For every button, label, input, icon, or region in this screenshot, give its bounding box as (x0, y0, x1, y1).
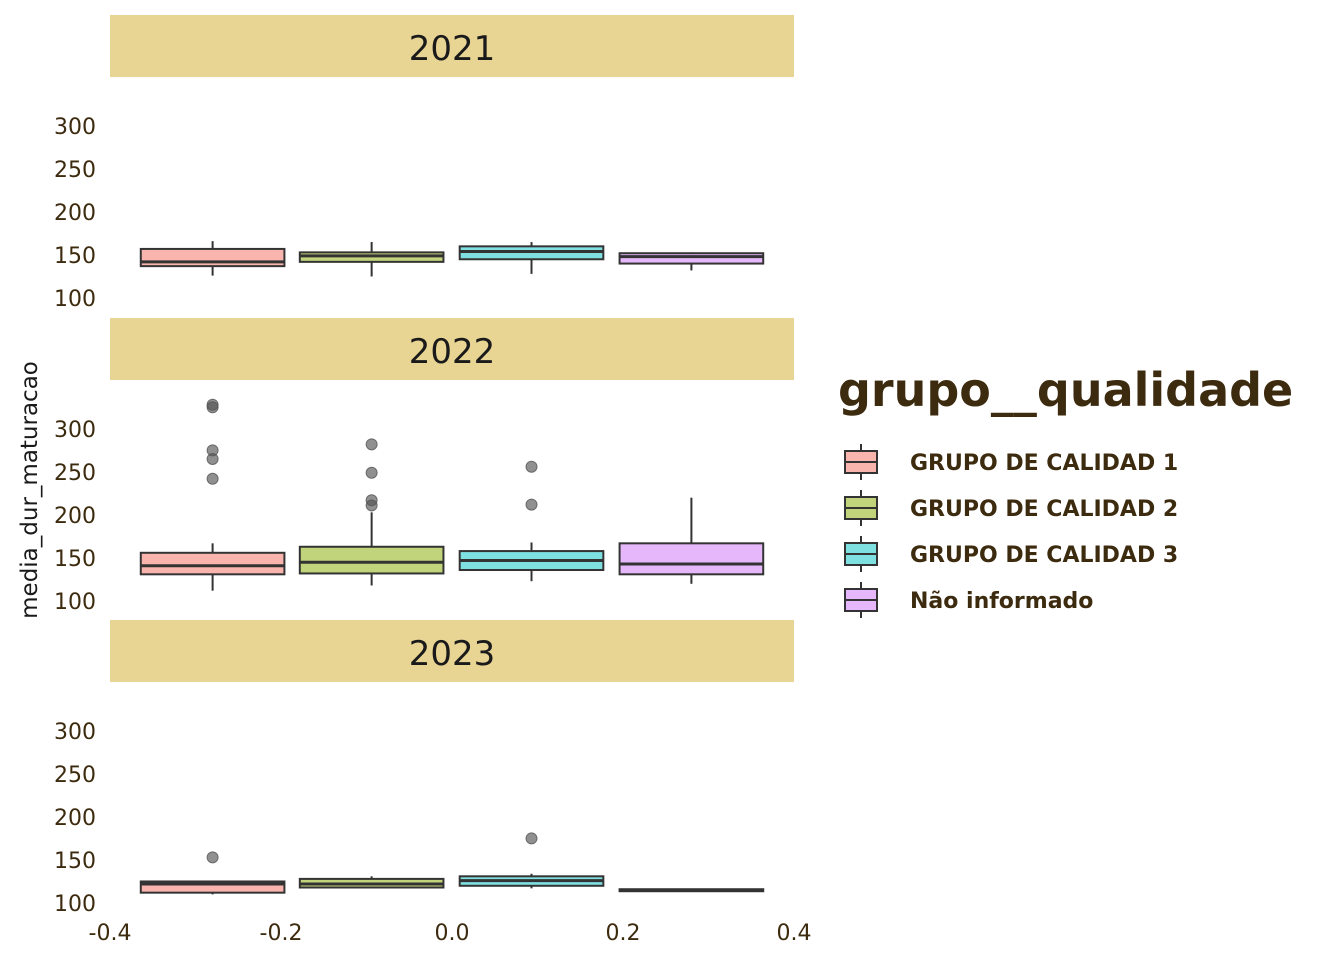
legend-label: Não informado (910, 589, 1093, 614)
outlier-point (206, 444, 219, 457)
outlier-point (525, 498, 538, 511)
outlier-point (525, 832, 538, 845)
box-não-informado (618, 497, 765, 584)
y-tick-label: 200 (54, 201, 96, 226)
x-tick-label: -0.2 (260, 921, 303, 946)
facet-strip-label: 2023 (409, 634, 496, 674)
outlier-point (206, 851, 219, 864)
legend: grupo__qualidade GRUPO DE CALIDAD 1GRUPO… (838, 363, 1293, 618)
outlier-point (525, 460, 538, 473)
legend-item: GRUPO DE CALIDAD 1 (844, 444, 1178, 480)
y-tick-label: 100 (54, 287, 96, 312)
y-tick-label: 300 (54, 720, 96, 745)
y-tick-label: 250 (54, 763, 96, 788)
facet-panels: 2021100150200250300202210015020025030020… (54, 15, 794, 917)
box-body (139, 247, 286, 268)
x-axis: -0.4 -0.2 0.0 0.2 0.4 (89, 921, 812, 946)
legend-title: grupo__qualidade (838, 363, 1293, 417)
box-grupo-de-calidad-1 (139, 851, 286, 895)
legend-label: GRUPO DE CALIDAD 1 (910, 451, 1178, 476)
facet-strip-label: 2022 (409, 332, 496, 372)
y-tick-label: 200 (54, 806, 96, 831)
y-tick-label: 150 (54, 849, 96, 874)
y-tick-label: 300 (54, 115, 96, 140)
x-tick-label: 0.2 (606, 921, 641, 946)
box-grupo-de-calidad-3 (458, 242, 605, 274)
legend-label: GRUPO DE CALIDAD 2 (910, 497, 1178, 522)
x-tick-label: -0.4 (89, 921, 132, 946)
outlier-point (206, 472, 219, 485)
outlier-point (365, 494, 378, 507)
box-grupo-de-calidad-2 (298, 438, 445, 586)
box-grupo-de-calidad-3 (458, 832, 605, 889)
box-body (298, 545, 445, 575)
facet-strip (110, 620, 794, 682)
box-body (618, 542, 765, 576)
box-grupo-de-calidad-2 (298, 876, 445, 889)
facet-panel-2022: 2022 100 150 200 250 300 (54, 318, 794, 615)
facet-panel-2021: 2021 100 150 200 250 300 (54, 15, 794, 312)
y-tick-label: 100 (54, 590, 96, 615)
y-tick-label: 100 (54, 892, 96, 917)
legend-item: GRUPO DE CALIDAD 3 (844, 536, 1178, 572)
facet-strip (110, 15, 794, 77)
box-body (139, 880, 286, 894)
box-não-informado (618, 252, 765, 271)
y-tick-label: 150 (54, 547, 96, 572)
outlier-point (206, 398, 219, 411)
y-tick-label: 250 (54, 158, 96, 183)
legend-item: GRUPO DE CALIDAD 2 (844, 490, 1178, 526)
box-não-informado (618, 888, 765, 893)
y-axis-label: media_dur_maturacao (17, 361, 43, 619)
facet-strip-label: 2021 (409, 29, 496, 69)
box-grupo-de-calidad-3 (458, 460, 605, 582)
box-body (618, 252, 765, 265)
outlier-point (365, 466, 378, 479)
facet-panel-2023: 2023 100 150 200 250 300 (54, 620, 794, 917)
box-grupo-de-calidad-1 (139, 241, 286, 276)
y-tick-label: 150 (54, 244, 96, 269)
y-tick-label: 250 (54, 461, 96, 486)
legend-items: GRUPO DE CALIDAD 1 GRUPO DE CALIDAD 2 GRUP… (844, 444, 1178, 618)
y-tick-label: 200 (54, 504, 96, 529)
x-tick-label: 0.4 (777, 921, 812, 946)
legend-label: GRUPO DE CALIDAD 3 (910, 543, 1178, 568)
box-grupo-de-calidad-2 (298, 242, 445, 277)
box-body (139, 551, 286, 576)
facet-strip (110, 318, 794, 380)
x-tick-label: 0.0 (435, 921, 470, 946)
y-tick-label: 300 (54, 418, 96, 443)
legend-item: Não informado (844, 582, 1093, 618)
outlier-point (365, 438, 378, 451)
box-grupo-de-calidad-1 (139, 398, 286, 591)
